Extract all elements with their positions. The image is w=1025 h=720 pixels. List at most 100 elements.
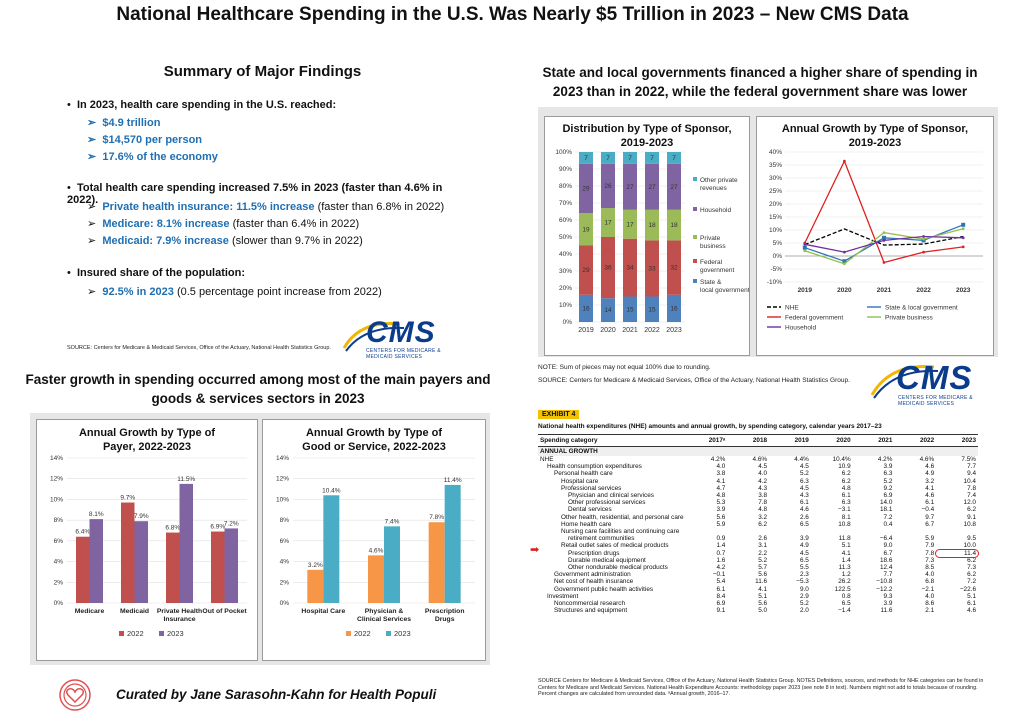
table-cell: 4.3 bbox=[799, 492, 809, 500]
table-row-label: Other professional services bbox=[568, 499, 646, 507]
legend-swatch bbox=[693, 177, 697, 181]
legend-label: Federal bbox=[700, 259, 723, 266]
data-label: 18 bbox=[648, 222, 656, 229]
growth-heading: Faster growth in spending occurred among… bbox=[25, 372, 491, 406]
data-point bbox=[922, 235, 925, 238]
table-cell: 6.8 bbox=[925, 578, 935, 586]
table-cell: 9.7 bbox=[925, 513, 935, 521]
x-tick-label: Medicare bbox=[75, 608, 105, 615]
table-row: Other health, residential, and personal … bbox=[538, 514, 978, 521]
bar-segment bbox=[623, 209, 637, 239]
summary-bullet-1: • In 2023, health care spending in the U… bbox=[67, 99, 337, 111]
table-cell: 4.2% bbox=[710, 456, 726, 463]
x-tick-label: 2020 bbox=[837, 287, 852, 294]
table-cell: 7.2 bbox=[883, 513, 893, 521]
table-row: Investment 8.4 5.1 2.9 0.8 9.3 4.0 5.1 bbox=[538, 593, 978, 600]
table-row-label: Government administration bbox=[554, 571, 631, 579]
y-tick-label: 15% bbox=[769, 214, 782, 221]
data-point bbox=[843, 250, 846, 254]
table-cell: 14.0 bbox=[879, 499, 893, 507]
table-cell: 4.6 bbox=[925, 492, 935, 500]
table-cell: 0.9 bbox=[716, 535, 726, 543]
table-header-cell: 2020 bbox=[810, 434, 853, 447]
x-tick-label: 2019 bbox=[578, 327, 594, 334]
table-cell: 5.6 bbox=[716, 513, 726, 521]
data-label: 3.2% bbox=[308, 562, 323, 569]
table-cell: 6.2 bbox=[758, 520, 768, 528]
data-point bbox=[882, 231, 886, 234]
bar-segment bbox=[667, 209, 681, 241]
table-cell: 5.9 bbox=[716, 520, 726, 528]
table-cell: 3.2 bbox=[758, 513, 768, 521]
table-cell: 10.4% bbox=[832, 456, 851, 463]
table-row: Personal health care 3.8 4.0 5.2 6.2 6.3 4.9 9.… bbox=[538, 470, 978, 477]
y-tick-label: -5% bbox=[770, 266, 782, 273]
cms-swoosh-icon bbox=[342, 322, 405, 352]
series-line bbox=[804, 159, 964, 264]
y-tick-label: 10% bbox=[559, 302, 572, 309]
table-cell: 6.5 bbox=[799, 520, 809, 528]
table-cell: 5.0 bbox=[758, 607, 768, 615]
table-cell: 9.5 bbox=[967, 535, 976, 543]
data-point bbox=[961, 222, 966, 227]
summary-source: SOURCE: Centers for Medicare & Medicaid … bbox=[67, 345, 331, 351]
data-point bbox=[961, 227, 965, 231]
distribution-chart: 0% 10% 20% 30% 40% 50% 60% 70% 80% 90% 100% 16 29 19 2… bbox=[555, 149, 749, 334]
table-cell: 6.7 bbox=[925, 520, 935, 528]
legend-label: Household bbox=[785, 325, 816, 332]
y-tick-label: 20% bbox=[559, 285, 572, 292]
table-cell: 8.1 bbox=[841, 513, 851, 521]
table-cell: 6.1 bbox=[841, 492, 851, 500]
legend-swatch bbox=[693, 259, 697, 263]
bar-segment bbox=[667, 294, 681, 322]
bar-segment bbox=[601, 163, 615, 209]
y-tick-label: 0% bbox=[280, 600, 290, 607]
x-tick-label: Physician & bbox=[365, 608, 404, 615]
table-cell: 1.2 bbox=[841, 571, 851, 579]
bar-segment bbox=[645, 163, 659, 210]
table-row-label: Retail outlet sales of medical products bbox=[561, 542, 669, 550]
y-tick-label: 100% bbox=[555, 149, 572, 156]
table-row: Durable medical equipment 1.6 5.2 6.5 1.4 18.… bbox=[538, 557, 978, 564]
footer-credit: Curated by Jane Sarasohn-Kahn for Health… bbox=[116, 687, 437, 702]
data-label: 33 bbox=[648, 265, 656, 272]
table-cell: 4.6% bbox=[919, 456, 935, 463]
y-tick-label: 20% bbox=[769, 201, 782, 208]
growth-charts-panel: Annual Growth by Type of Payer, 2022-202… bbox=[30, 413, 490, 665]
bar bbox=[444, 484, 461, 603]
table-cell: 7.7 bbox=[967, 463, 976, 471]
series-line bbox=[804, 228, 964, 246]
table-cell: 4.0 bbox=[758, 470, 768, 478]
table-cell: 11.8 bbox=[838, 535, 851, 543]
distribution-chart-box: Distribution by Type of Sponsor, 2019-20… bbox=[544, 116, 750, 356]
table-row: Health consumption expenditures 4.0 4.5 4.5… bbox=[538, 463, 978, 470]
table-row-label: Professional services bbox=[561, 484, 622, 492]
summary-b1-item-text: 17.6% of the economy bbox=[102, 151, 218, 163]
table-cell: 4.4% bbox=[794, 456, 809, 463]
table-row-label: Government public health activities bbox=[554, 585, 654, 593]
table-cell: 6.7 bbox=[883, 549, 893, 557]
data-label: 8.1% bbox=[89, 511, 104, 518]
data-label: 32 bbox=[670, 265, 678, 272]
y-tick-label: 10% bbox=[50, 496, 63, 503]
cms-logo-text: CMS bbox=[896, 359, 973, 396]
bar bbox=[384, 526, 400, 603]
table-row-label-text: Prescription drugs bbox=[568, 549, 620, 557]
table-cell: 10.8 bbox=[838, 520, 851, 528]
table-cell: 8.5 bbox=[925, 564, 935, 572]
bar-segment bbox=[601, 208, 615, 237]
data-label: 14 bbox=[604, 307, 612, 314]
bar bbox=[368, 555, 384, 603]
table-cell: 4.0 bbox=[925, 571, 935, 579]
y-tick-label: 0% bbox=[773, 253, 783, 260]
sponsor-charts-panel: Distribution by Type of Sponsor, 2019-20… bbox=[538, 107, 998, 357]
data-label: 34 bbox=[626, 265, 634, 272]
cms-swoosh-icon bbox=[870, 365, 939, 399]
table-cell: −3.1 bbox=[838, 506, 851, 514]
y-tick-label: 2% bbox=[54, 579, 64, 586]
summary-b2-rest: (faster than 6.8% in 2022) bbox=[314, 201, 445, 213]
table-cell: 5.2 bbox=[799, 470, 809, 478]
table-cell: 12.0 bbox=[963, 499, 976, 507]
table-row: NHE 4.2% 4.6% 4.4% 10.4% 4.2% 4.6% 7.5% bbox=[538, 456, 978, 463]
summary-b2-item: ➢ Private health insurance: 11.5% increa… bbox=[87, 201, 445, 213]
